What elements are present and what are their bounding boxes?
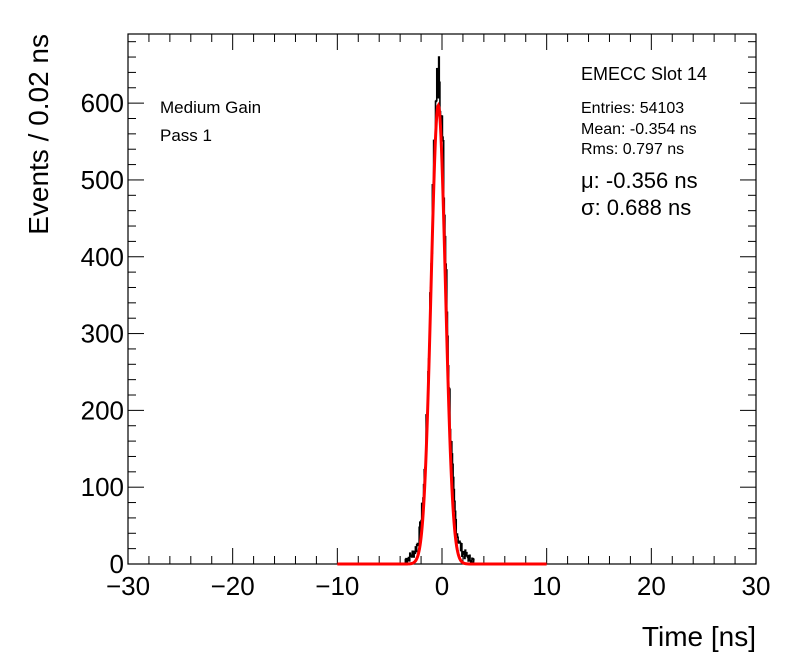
x-tick-label: 0 xyxy=(435,571,449,601)
y-tick-label: 100 xyxy=(81,472,124,502)
gain-label: Medium Gain xyxy=(160,98,261,117)
y-axis-title: Events / 0.02 ns xyxy=(23,34,54,235)
x-tick-label: −30 xyxy=(106,571,150,601)
x-axis-title: Time [ns] xyxy=(642,621,756,652)
y-tick-label: 200 xyxy=(81,395,124,425)
stats-title: EMECC Slot 14 xyxy=(581,64,707,84)
x-tick-label: 30 xyxy=(742,571,771,601)
x-tick-label: −10 xyxy=(315,571,359,601)
pass-label: Pass 1 xyxy=(160,126,212,145)
x-tick-label: 10 xyxy=(532,571,561,601)
x-tick-labels: −30 −20 −10 0 10 20 30 xyxy=(106,571,771,601)
y-tick-label: 500 xyxy=(81,165,124,195)
stats-entries: Entries: 54103 xyxy=(581,100,684,117)
fit-mu: μ: -0.356 ns xyxy=(581,168,698,193)
x-tick-label: 20 xyxy=(637,571,666,601)
y-tick-label: 400 xyxy=(81,242,124,272)
data-histogram xyxy=(404,56,475,565)
y-tick-labels: 0 100 200 300 400 500 600 xyxy=(81,88,124,579)
axis-ticks xyxy=(127,34,757,565)
y-tick-label: 300 xyxy=(81,319,124,349)
stats-mean: Mean: -0.354 ns xyxy=(581,121,697,138)
stats-rms: Rms: 0.797 ns xyxy=(581,141,684,158)
x-tick-label: −20 xyxy=(211,571,255,601)
fit-sigma: σ: 0.688 ns xyxy=(581,195,691,220)
fit-curve xyxy=(337,101,547,566)
y-tick-label: 0 xyxy=(110,549,124,579)
y-tick-label: 600 xyxy=(81,88,124,118)
